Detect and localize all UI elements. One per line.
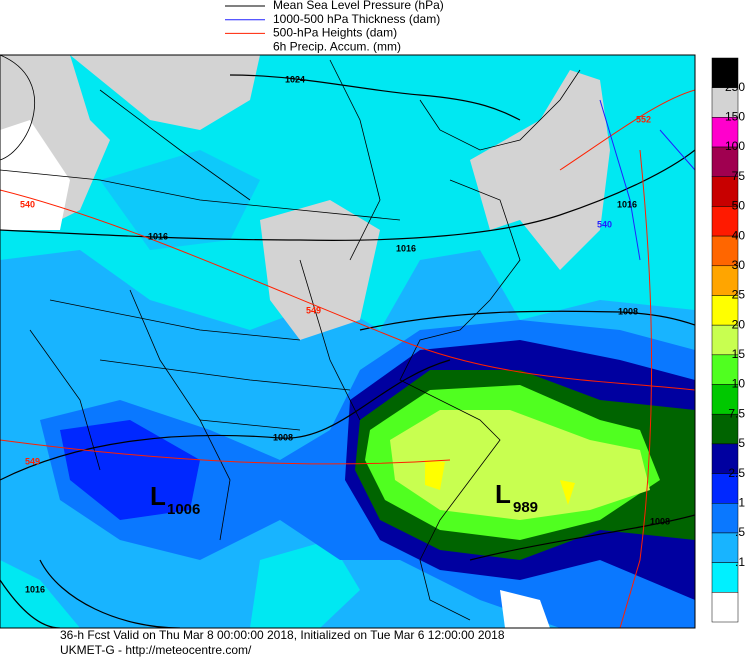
colorbar-box (711, 87, 739, 118)
low-pressure: 1006 (167, 501, 200, 518)
colorbar-box (711, 117, 739, 148)
legend-label: 500-hPa Heights (dam) (273, 26, 397, 40)
colorbar-label: 30 (732, 258, 746, 272)
isobar-label: 1016 (617, 199, 637, 209)
legend-label: Mean Sea Level Pressure (hPa) (273, 0, 444, 12)
colorbar-label: 10 (732, 377, 746, 391)
isobar-label: 1024 (285, 74, 305, 84)
colorbar-label: 5 (738, 436, 745, 450)
thickness-label: 540 (597, 219, 612, 229)
colorbar-label: .5 (735, 525, 745, 539)
colorbar-box (711, 57, 739, 88)
colorbar-box (711, 265, 739, 296)
colorbar-label: 75 (732, 169, 746, 183)
isobar-label: 1008 (650, 516, 670, 526)
isobar-label: 1016 (148, 231, 168, 241)
isobar-label: 1008 (273, 432, 293, 442)
colorbar-box (711, 176, 739, 207)
colorbar-box (711, 384, 739, 415)
colorbar-box (711, 206, 739, 237)
colorbar-box (711, 295, 739, 326)
colorbar-box (711, 235, 739, 267)
colorbar-label: 20 (732, 317, 746, 331)
colorbar-label: 7.5 (728, 406, 745, 420)
colorbar-label: 40 (732, 228, 746, 242)
isobar-label: 1008 (618, 306, 638, 316)
footer-source: UKMET-G - http://meteocentre.com/ (60, 643, 252, 657)
isobar-label: 1016 (396, 243, 416, 253)
coastlines (0, 55, 581, 621)
low-marker: L (150, 481, 166, 511)
colorbar-box (711, 413, 739, 445)
colorbar-label: 15 (732, 347, 746, 361)
height-label: 552 (636, 114, 651, 124)
low-marker: L (495, 479, 511, 509)
legend-label: 6h Precip. Accum. (mm) (273, 39, 401, 53)
colorbar-box (711, 473, 739, 504)
colorbar-box (711, 592, 739, 623)
height-label: 549 (25, 456, 40, 466)
map-labels: 1024 540 1016 1016 549 552 540 1016 1008… (20, 74, 670, 594)
legend-label: 1000-500 hPa Thickness (dam) (273, 12, 440, 26)
colorbar-label: 100 (725, 139, 745, 153)
colorbar-label: 150 (725, 110, 745, 124)
footer-line: 36-h Fcst Valid on Thu Mar 8 00:00:00 20… (60, 628, 505, 642)
colorbar-label: 50 (732, 199, 746, 213)
height-lines (0, 89, 695, 628)
colorbar-label: 1 (738, 495, 745, 509)
map (0, 55, 695, 628)
height-label: 540 (20, 199, 35, 209)
height-label: 549 (306, 305, 321, 315)
low-pressure: 989 (513, 499, 538, 516)
map-frame (0, 54, 696, 629)
isobars (0, 74, 695, 628)
isobar-label: 1016 (25, 584, 45, 594)
colorbar-box (711, 562, 739, 593)
colorbar-box (711, 443, 739, 474)
colorbar-label: .1 (735, 555, 745, 569)
colorbar-label: 2.5 (728, 466, 745, 480)
colorbar-label: 25 (732, 288, 746, 302)
colorbar-label: 250 (725, 80, 745, 94)
colorbar-box (711, 532, 739, 563)
colorbar-box (711, 354, 739, 385)
